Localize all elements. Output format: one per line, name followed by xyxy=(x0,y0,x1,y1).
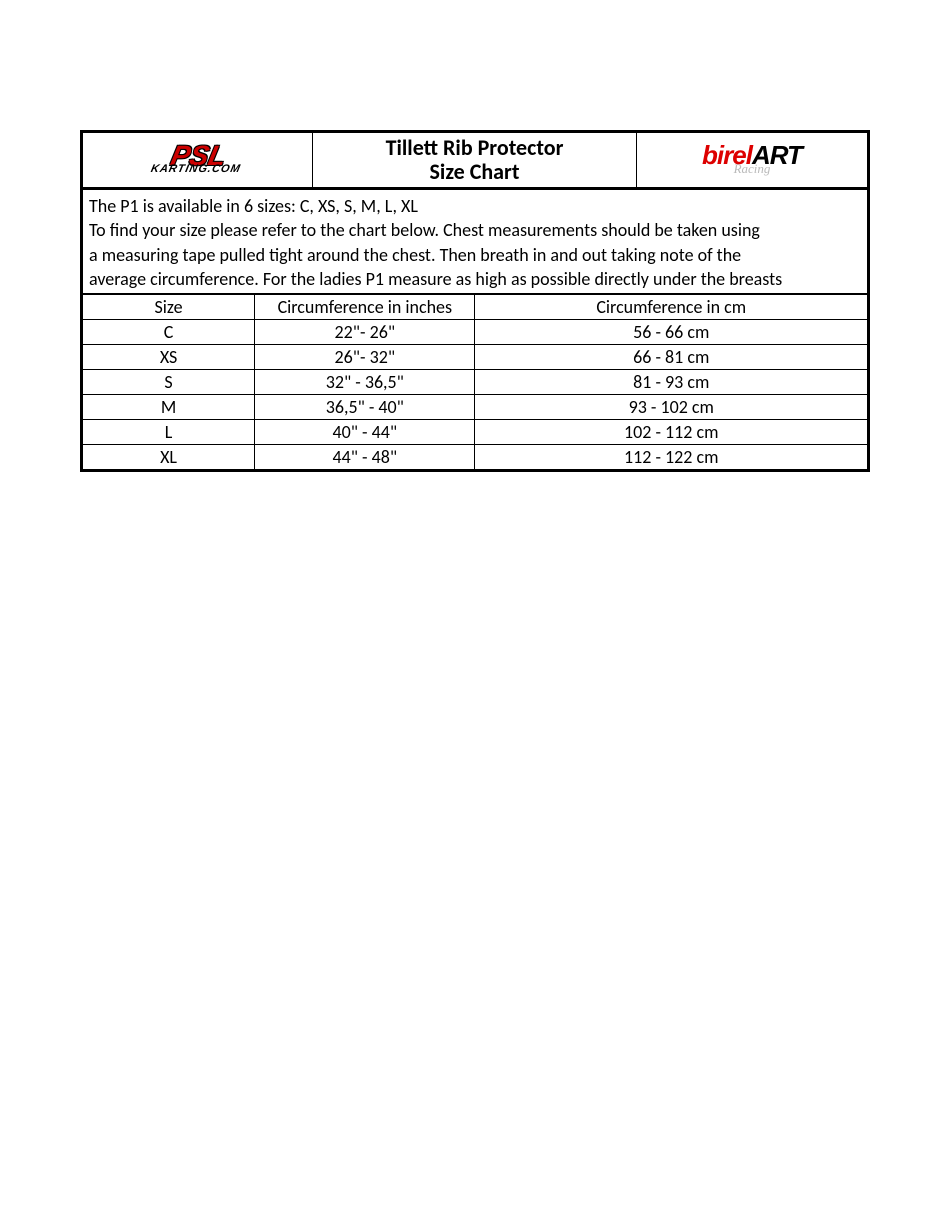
cell-inches: 26"- 32" xyxy=(255,345,475,370)
desc-line1: The P1 is available in 6 sizes: C, XS, S… xyxy=(89,194,861,218)
table-header-row: Size Circumference in inches Circumferen… xyxy=(82,295,869,320)
col-cm: Circumference in cm xyxy=(475,295,869,320)
cell-size: C xyxy=(82,320,255,345)
cell-inches: 36,5" - 40" xyxy=(255,395,475,420)
table-row: M 36,5" - 40" 93 - 102 cm xyxy=(82,395,869,420)
cell-size: XS xyxy=(82,345,255,370)
cell-cm: 102 - 112 cm xyxy=(475,420,869,445)
table-row: XS 26"- 32" 66 - 81 cm xyxy=(82,345,869,370)
table-row: XL 44" - 48" 112 - 122 cm xyxy=(82,445,869,471)
title-line2: Size Chart xyxy=(430,160,520,184)
table-row: C 22"- 26" 56 - 66 cm xyxy=(82,320,869,345)
cell-inches: 44" - 48" xyxy=(255,445,475,471)
col-size: Size xyxy=(82,295,255,320)
header-row: PSL KARTING.COM Tillett Rib Protector Si… xyxy=(80,130,870,190)
cell-cm: 93 - 102 cm xyxy=(475,395,869,420)
cell-size: XL xyxy=(82,445,255,471)
col-inches: Circumference in inches xyxy=(255,295,475,320)
cell-size: M xyxy=(82,395,255,420)
table-row: L 40" - 44" 102 - 112 cm xyxy=(82,420,869,445)
psl-logo-sub: KARTING.COM xyxy=(150,166,241,174)
cell-size: S xyxy=(82,370,255,395)
desc-line3: a measuring tape pulled tight around the… xyxy=(89,243,861,267)
cell-inches: 32" - 36,5" xyxy=(255,370,475,395)
size-chart-document: PSL KARTING.COM Tillett Rib Protector Si… xyxy=(80,130,870,472)
cell-cm: 81 - 93 cm xyxy=(475,370,869,395)
size-table: Size Circumference in inches Circumferen… xyxy=(80,294,870,472)
table-row: S 32" - 36,5" 81 - 93 cm xyxy=(82,370,869,395)
cell-inches: 40" - 44" xyxy=(255,420,475,445)
description-block: The P1 is available in 6 sizes: C, XS, S… xyxy=(80,190,870,294)
title-line1: Tillett Rib Protector xyxy=(386,136,564,160)
birelart-logo: birelART Racing xyxy=(702,145,802,174)
desc-line4: average circumference. For the ladies P1… xyxy=(89,267,861,291)
desc-line2: To find your size please refer to the ch… xyxy=(89,218,861,242)
birelart-logo-cell: birelART Racing xyxy=(637,133,867,187)
cell-cm: 66 - 81 cm xyxy=(475,345,869,370)
cell-cm: 112 - 122 cm xyxy=(475,445,869,471)
cell-inches: 22"- 26" xyxy=(255,320,475,345)
psl-logo-cell: PSL KARTING.COM xyxy=(83,133,313,187)
cell-cm: 56 - 66 cm xyxy=(475,320,869,345)
psl-karting-logo: PSL KARTING.COM xyxy=(150,146,245,173)
cell-size: L xyxy=(82,420,255,445)
title-cell: Tillett Rib Protector Size Chart xyxy=(313,133,637,187)
